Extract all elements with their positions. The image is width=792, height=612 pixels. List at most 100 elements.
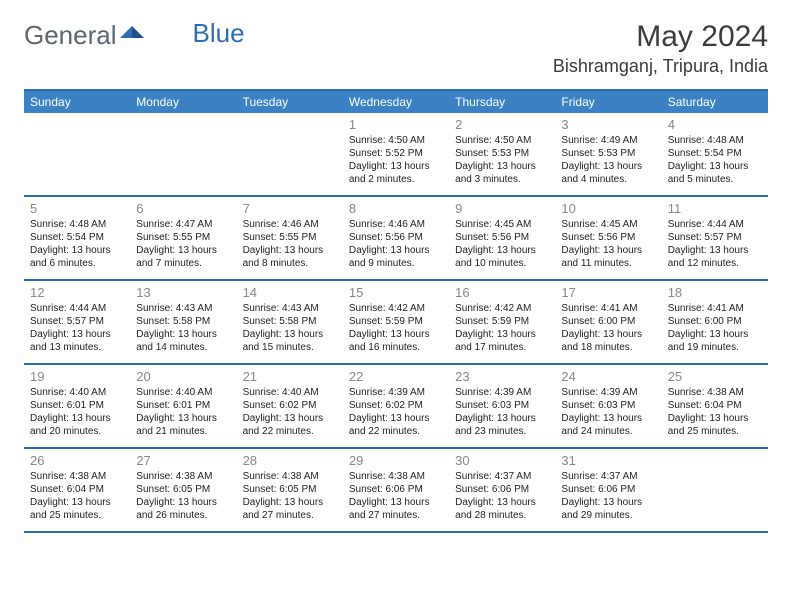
day-sunrise: Sunrise: 4:37 AM: [561, 470, 655, 483]
day-sunset: Sunset: 5:54 PM: [668, 147, 762, 160]
day-day2: and 12 minutes.: [668, 257, 762, 270]
logo-text-blue: Blue: [193, 18, 245, 49]
day-number: 10: [561, 201, 655, 216]
day-sunset: Sunset: 5:59 PM: [455, 315, 549, 328]
day-day1: Daylight: 13 hours: [136, 496, 230, 509]
day-info: Sunrise: 4:42 AMSunset: 5:59 PMDaylight:…: [455, 302, 549, 354]
day-info: Sunrise: 4:45 AMSunset: 5:56 PMDaylight:…: [455, 218, 549, 270]
location-subtitle: Bishramganj, Tripura, India: [553, 56, 768, 77]
day-sunset: Sunset: 5:56 PM: [455, 231, 549, 244]
day-info: Sunrise: 4:39 AMSunset: 6:02 PMDaylight:…: [349, 386, 443, 438]
day-info: Sunrise: 4:38 AMSunset: 6:06 PMDaylight:…: [349, 470, 443, 522]
day-info: Sunrise: 4:44 AMSunset: 5:57 PMDaylight:…: [668, 218, 762, 270]
day-number: 5: [30, 201, 124, 216]
day-cell: 28Sunrise: 4:38 AMSunset: 6:05 PMDayligh…: [237, 449, 343, 531]
day-cell: 11 Sunrise: 4:44 AMSunset: 5:57 PMDayligh…: [662, 197, 768, 279]
day-cell: 6Sunrise: 4:47 AMSunset: 5:55 PMDaylight…: [130, 197, 236, 279]
day-cell: [130, 113, 236, 195]
day-cell: 29Sunrise: 4:38 AMSunset: 6:06 PMDayligh…: [343, 449, 449, 531]
weekday-label: Thursday: [449, 91, 555, 113]
day-sunset: Sunset: 5:57 PM: [30, 315, 124, 328]
day-sunrise: Sunrise: 4:41 AM: [668, 302, 762, 315]
day-cell: 4Sunrise: 4:48 AMSunset: 5:54 PMDaylight…: [662, 113, 768, 195]
day-sunset: Sunset: 5:53 PM: [561, 147, 655, 160]
day-day1: Daylight: 13 hours: [561, 160, 655, 173]
calendar: Sunday Monday Tuesday Wednesday Thursday…: [24, 89, 768, 533]
day-cell: 3Sunrise: 4:49 AMSunset: 5:53 PMDaylight…: [555, 113, 661, 195]
weekday-label: Monday: [130, 91, 236, 113]
day-sunrise: Sunrise: 4:37 AM: [455, 470, 549, 483]
day-number: 25: [668, 369, 762, 384]
day-sunset: Sunset: 5:55 PM: [136, 231, 230, 244]
day-day2: and 22 minutes.: [243, 425, 337, 438]
day-cell: [24, 113, 130, 195]
day-sunrise: Sunrise: 4:39 AM: [455, 386, 549, 399]
day-sunrise: Sunrise: 4:39 AM: [349, 386, 443, 399]
day-number: 31: [561, 453, 655, 468]
day-sunrise: Sunrise: 4:41 AM: [561, 302, 655, 315]
weekday-label: Saturday: [662, 91, 768, 113]
day-day2: and 25 minutes.: [30, 509, 124, 522]
day-day2: and 24 minutes.: [561, 425, 655, 438]
page-title: May 2024: [553, 20, 768, 54]
weekday-label: Tuesday: [237, 91, 343, 113]
day-info: Sunrise: 4:45 AMSunset: 5:56 PMDaylight:…: [561, 218, 655, 270]
day-sunrise: Sunrise: 4:46 AM: [349, 218, 443, 231]
day-day1: Daylight: 13 hours: [455, 160, 549, 173]
day-day1: Daylight: 13 hours: [455, 496, 549, 509]
day-day1: Daylight: 13 hours: [30, 328, 124, 341]
day-info: Sunrise: 4:38 AMSunset: 6:05 PMDaylight:…: [243, 470, 337, 522]
day-day1: Daylight: 13 hours: [668, 244, 762, 257]
day-cell: 30Sunrise: 4:37 AMSunset: 6:06 PMDayligh…: [449, 449, 555, 531]
day-cell: 7Sunrise: 4:46 AMSunset: 5:55 PMDaylight…: [237, 197, 343, 279]
day-number: 1: [349, 117, 443, 132]
week-row: 12Sunrise: 4:44 AMSunset: 5:57 PMDayligh…: [24, 281, 768, 365]
day-info: Sunrise: 4:39 AMSunset: 6:03 PMDaylight:…: [561, 386, 655, 438]
day-day2: and 3 minutes.: [455, 173, 549, 186]
day-cell: 18Sunrise: 4:41 AMSunset: 6:00 PMDayligh…: [662, 281, 768, 363]
day-info: Sunrise: 4:37 AMSunset: 6:06 PMDaylight:…: [561, 470, 655, 522]
day-sunrise: Sunrise: 4:50 AM: [349, 134, 443, 147]
day-sunrise: Sunrise: 4:38 AM: [243, 470, 337, 483]
day-day1: Daylight: 13 hours: [668, 328, 762, 341]
day-cell: 25Sunrise: 4:38 AMSunset: 6:04 PMDayligh…: [662, 365, 768, 447]
day-cell: 10 Sunrise: 4:45 AMSunset: 5:56 PMDayligh…: [555, 197, 661, 279]
day-day1: Daylight: 13 hours: [243, 328, 337, 341]
day-sunrise: Sunrise: 4:50 AM: [455, 134, 549, 147]
day-day1: Daylight: 13 hours: [243, 244, 337, 257]
day-sunset: Sunset: 6:02 PM: [349, 399, 443, 412]
day-sunrise: Sunrise: 4:40 AM: [136, 386, 230, 399]
calendar-grid: 1Sunrise: 4:50 AMSunset: 5:52 PMDaylight…: [24, 113, 768, 533]
day-day1: Daylight: 13 hours: [30, 244, 124, 257]
day-sunrise: Sunrise: 4:42 AM: [349, 302, 443, 315]
day-sunset: Sunset: 5:53 PM: [455, 147, 549, 160]
day-cell: 17Sunrise: 4:41 AMSunset: 6:00 PMDayligh…: [555, 281, 661, 363]
day-number: 16: [455, 285, 549, 300]
day-sunset: Sunset: 6:05 PM: [136, 483, 230, 496]
day-sunrise: Sunrise: 4:44 AM: [30, 302, 124, 315]
day-sunrise: Sunrise: 4:42 AM: [455, 302, 549, 315]
day-day1: Daylight: 13 hours: [136, 244, 230, 257]
day-number: 21: [243, 369, 337, 384]
day-number: 19: [30, 369, 124, 384]
day-sunset: Sunset: 5:56 PM: [561, 231, 655, 244]
day-number: 11: [668, 201, 762, 216]
day-sunrise: Sunrise: 4:38 AM: [668, 386, 762, 399]
day-number: 7: [243, 201, 337, 216]
day-day2: and 22 minutes.: [349, 425, 443, 438]
day-sunset: Sunset: 5:55 PM: [243, 231, 337, 244]
day-info: Sunrise: 4:41 AMSunset: 6:00 PMDaylight:…: [561, 302, 655, 354]
day-day1: Daylight: 13 hours: [136, 328, 230, 341]
day-sunset: Sunset: 5:56 PM: [349, 231, 443, 244]
calendar-page: General Blue May 2024 Bishramganj, Tripu…: [0, 0, 792, 549]
day-day1: Daylight: 13 hours: [561, 328, 655, 341]
day-day2: and 19 minutes.: [668, 341, 762, 354]
day-cell: 8Sunrise: 4:46 AMSunset: 5:56 PMDaylight…: [343, 197, 449, 279]
day-info: Sunrise: 4:42 AMSunset: 5:59 PMDaylight:…: [349, 302, 443, 354]
day-sunset: Sunset: 6:04 PM: [668, 399, 762, 412]
day-cell: 26Sunrise: 4:38 AMSunset: 6:04 PMDayligh…: [24, 449, 130, 531]
day-number: 4: [668, 117, 762, 132]
day-day2: and 27 minutes.: [243, 509, 337, 522]
weekday-label: Friday: [555, 91, 661, 113]
day-day1: Daylight: 13 hours: [455, 412, 549, 425]
